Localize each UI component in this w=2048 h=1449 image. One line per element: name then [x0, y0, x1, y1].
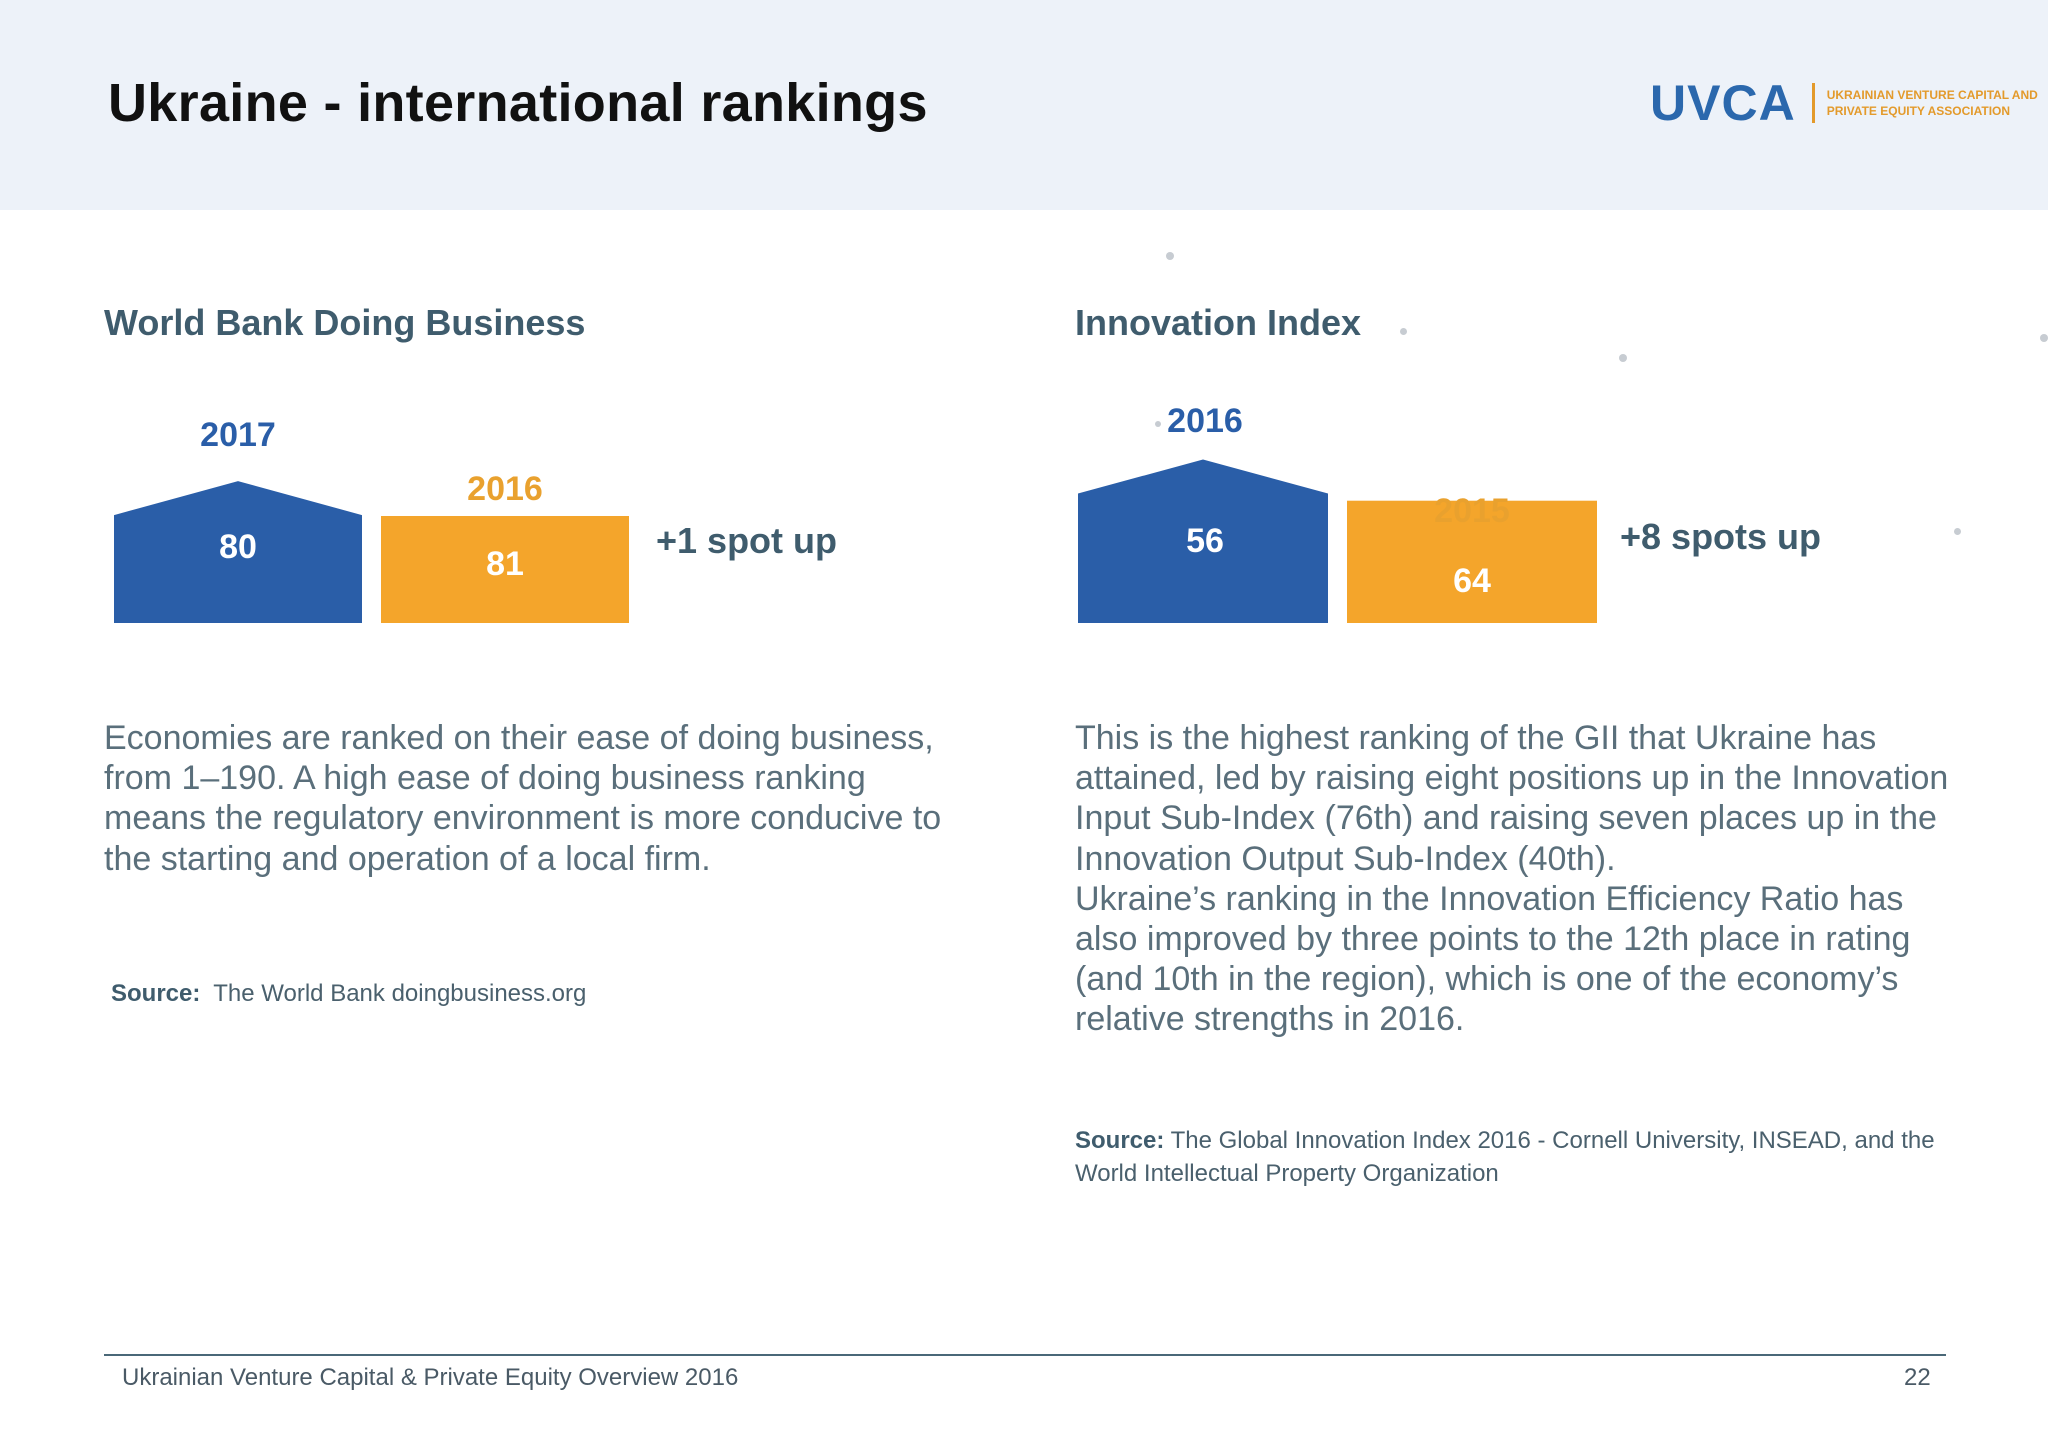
logo-tagline-line2: PRIVATE EQUITY ASSOCIATION: [1826, 104, 2011, 118]
innovation-index-source: Source: The Global Innovation Index 2016…: [1075, 1124, 1955, 1190]
doing-business-title: World Bank Doing Business: [104, 302, 586, 343]
decor-dot: [1166, 252, 1174, 260]
description-paragraph: This is the highest ranking of the GII t…: [1075, 719, 1949, 878]
bar-value-label: 64: [1453, 562, 1491, 600]
bar-2015-innovation: [1347, 500, 1597, 623]
doing-business-chart: [114, 459, 1597, 623]
logo-tagline: UKRAINIAN VENTURE CAPITAL AND PRIVATE EQ…: [1827, 87, 2038, 119]
page-number: 22: [1904, 1364, 1931, 1391]
bar-2016: [381, 516, 629, 623]
rank-change-label: +1 spot up: [656, 520, 838, 561]
bar-value-label: 56: [1186, 522, 1224, 560]
footer-divider: [104, 1354, 1946, 1356]
bar-year-label: 2017: [200, 416, 276, 454]
doing-business-description: Economies are ranked on their ease of do…: [104, 719, 942, 878]
bar-value-label: 81: [486, 545, 524, 583]
footer-text: Ukrainian Venture Capital & Private Equi…: [122, 1364, 739, 1391]
bar-year-label: 2016: [1167, 402, 1243, 440]
bar-2017: [114, 481, 362, 623]
innovation-index-description: This is the highest ranking of the GII t…: [1075, 718, 1955, 1040]
source-text: The Global Innovation Index 2016 - Corne…: [1075, 1127, 1935, 1187]
bar-year-label: 2015: [1434, 492, 1510, 530]
header-band: [0, 0, 2048, 210]
logo-mark: UVCA: [1650, 75, 1796, 131]
source-label: Source:: [111, 980, 201, 1007]
rank-change-label: +8 spots up: [1620, 516, 1822, 557]
decor-dot: [1954, 528, 1961, 535]
bar-value-label: 80: [219, 528, 257, 566]
slide-title: Ukraine - international rankings: [108, 73, 928, 133]
decor-dot: [1155, 421, 1161, 427]
decor-dot: [1619, 354, 1627, 362]
bar-2016-innovation: [1078, 459, 1328, 623]
innovation-index-title: Innovation Index: [1075, 302, 1362, 343]
description-paragraph: Ukraine’s ranking in the Innovation Effi…: [1075, 879, 1911, 1039]
doing-business-source: Source: The World Bank doingbusiness.org: [111, 977, 911, 1010]
decor-dot: [2040, 334, 2048, 342]
decor-dot: [1400, 328, 1407, 335]
logo-divider: [1811, 83, 1815, 123]
source-text: The World Bank doingbusiness.org: [213, 980, 587, 1007]
bar-year-label: 2016: [467, 470, 543, 508]
logo-tagline-line1: UKRAINIAN VENTURE CAPITAL AND: [1826, 88, 2038, 102]
uvca-logo: UVCA UKRAINIAN VENTURE CAPITAL AND PRIVA…: [1650, 75, 2038, 131]
source-label: Source:: [1075, 1127, 1165, 1154]
